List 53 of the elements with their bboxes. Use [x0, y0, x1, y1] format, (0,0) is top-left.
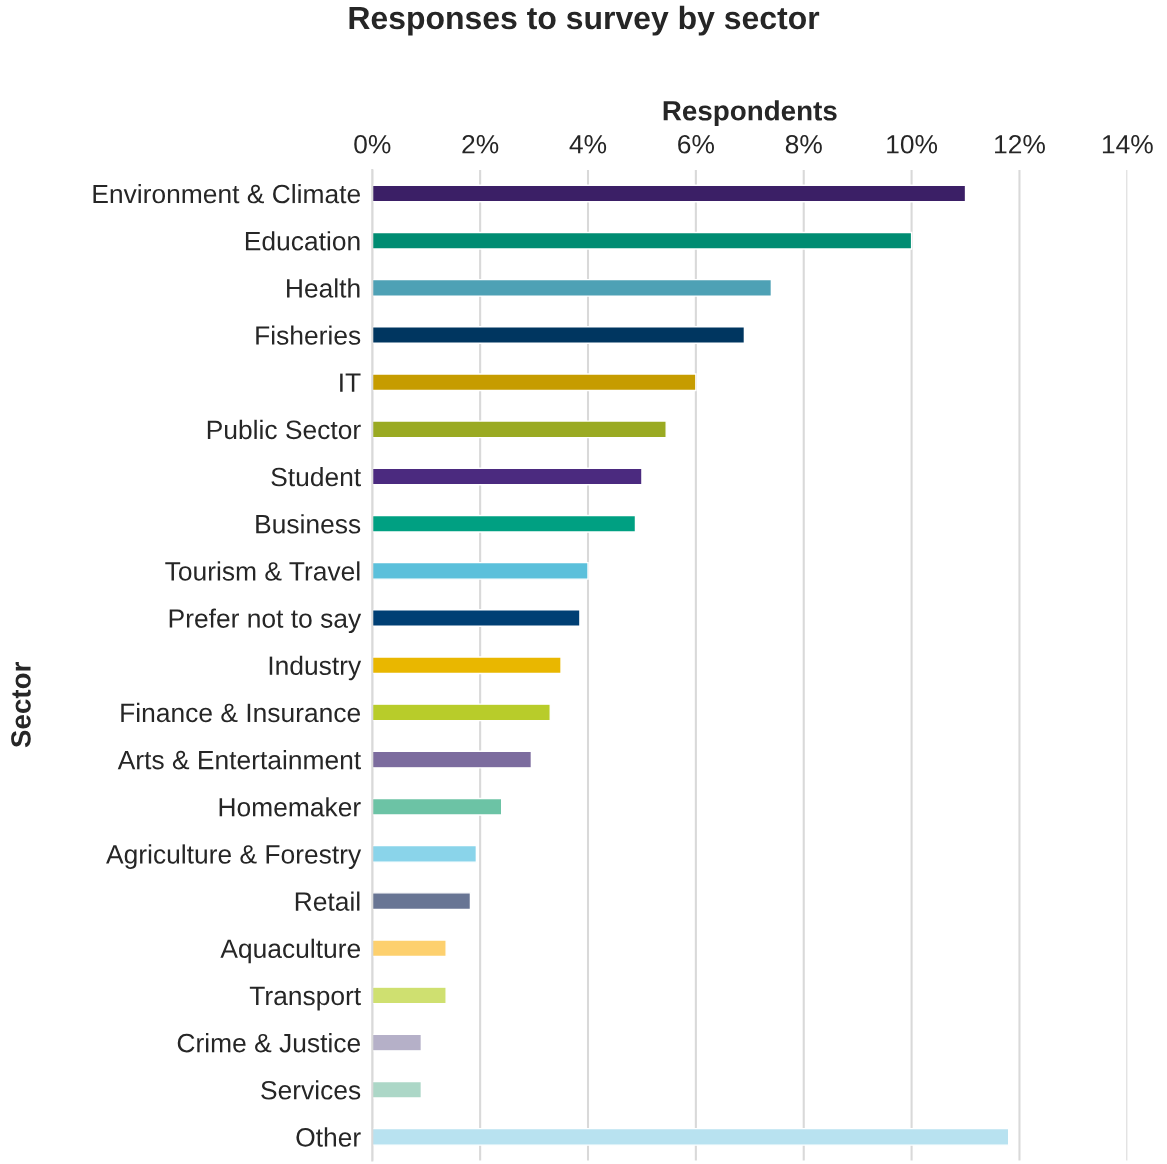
bar: [372, 703, 551, 722]
bar: [372, 609, 581, 628]
x-tick-label: 10%: [887, 134, 938, 154]
bar: [372, 184, 967, 203]
y-tick-label: Transport: [249, 986, 361, 1011]
y-tick-label: Environment & Climate: [93, 183, 360, 204]
y-tick-label: Health: [287, 278, 360, 298]
y-tick-label: Prefer not to say: [169, 608, 362, 634]
y-tick-label: Public Sector: [207, 419, 361, 440]
y-tick-label: Agriculture & Forestry: [106, 844, 362, 869]
x-tick-label: 6%: [678, 134, 714, 154]
x-tick-label: 8%: [785, 134, 822, 154]
y-tick-label: Other: [296, 1127, 361, 1147]
x-tick-label: 0%: [354, 134, 391, 154]
y-tick-label: Arts & Entertainment: [117, 750, 361, 770]
bar: [372, 231, 913, 250]
y-tick-label: Homemaker: [219, 797, 361, 817]
y-tick-label: Student: [271, 466, 361, 487]
bar: [372, 1080, 423, 1099]
bar: [372, 326, 746, 344]
bar: [372, 278, 773, 297]
y-tick-label: Tourism & Travel: [165, 561, 360, 581]
bar: [372, 561, 589, 580]
x-axis-title: Respondents: [663, 100, 837, 127]
y-tick-label: Business: [256, 514, 361, 534]
bar: [372, 986, 447, 1005]
x-tick-label: 4%: [569, 135, 607, 154]
y-tick-label: Finance & Insurance: [121, 702, 361, 723]
y-tick-label: Education: [245, 231, 360, 251]
y-tick-label: Services: [261, 1080, 361, 1100]
bar: [372, 514, 637, 533]
y-axis-title: Sector: [11, 662, 31, 748]
bar: [372, 939, 447, 958]
bar: [372, 420, 667, 439]
bar: [372, 892, 472, 911]
x-tick-label: 12%: [995, 134, 1045, 154]
y-tick-label: Aquaculture: [220, 938, 360, 964]
x-tick-label: 2%: [462, 134, 499, 154]
bar: [372, 797, 503, 816]
y-tick-label: Industry: [269, 655, 362, 681]
bar: [372, 467, 643, 486]
bar: [372, 656, 562, 675]
y-tick-label: Crime & Justice: [177, 1033, 360, 1053]
x-tick-label: 14%: [1102, 135, 1153, 154]
bar: [372, 1033, 423, 1052]
bar: [372, 373, 697, 392]
bar: [372, 750, 533, 769]
y-tick-label: Fisheries: [256, 325, 361, 345]
y-tick-label: IT: [340, 373, 361, 392]
y-tick-label: Retail: [295, 891, 360, 911]
bar: [372, 1127, 1010, 1146]
chart-title: Responses to survey by sector: [349, 5, 820, 36]
bar: [372, 844, 478, 863]
